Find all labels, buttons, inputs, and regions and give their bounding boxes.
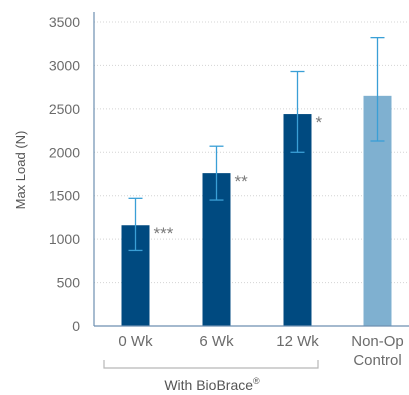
y-tick-labels: 0 500 1000 1500 2000 2500 3000 3500	[49, 14, 80, 334]
group-label-superscript: ®	[253, 376, 260, 386]
group-bracket	[103, 360, 319, 369]
error-bar	[128, 197, 143, 252]
error-bars	[128, 36, 385, 252]
y-tick-label: 3000	[49, 57, 80, 73]
error-bar	[290, 70, 305, 153]
error-bar	[209, 145, 224, 201]
y-tick-label: 0	[72, 318, 80, 334]
y-tick-label: 1500	[49, 188, 80, 204]
x-tick-label: 0 Wk	[118, 333, 153, 350]
x-tick-label: Non-Op	[351, 333, 404, 350]
y-tick-label: 2500	[49, 101, 80, 117]
x-tick-label: 6 Wk	[199, 333, 234, 350]
y-tick-label: 500	[57, 275, 81, 291]
significance-markers: ******	[154, 113, 323, 243]
y-tick-label: 1000	[49, 231, 80, 247]
significance-marker: **	[235, 172, 249, 191]
group-label: With BioBrace®	[164, 376, 260, 393]
y-tick-label: 2000	[49, 144, 80, 160]
significance-marker: ***	[154, 224, 174, 243]
x-tick-label-line2: Control	[353, 352, 401, 369]
significance-marker: *	[316, 113, 323, 132]
y-axis-label: Max Load (N)	[13, 131, 28, 210]
bars	[121, 95, 392, 326]
x-tick-label: 12 Wk	[276, 333, 319, 350]
category-labels: 0 Wk 6 Wk 12 Wk Non-Op Control	[118, 333, 403, 369]
error-bar	[370, 36, 385, 142]
y-tick-label: 3500	[49, 14, 80, 30]
group-label-text: With BioBrace	[164, 377, 253, 393]
